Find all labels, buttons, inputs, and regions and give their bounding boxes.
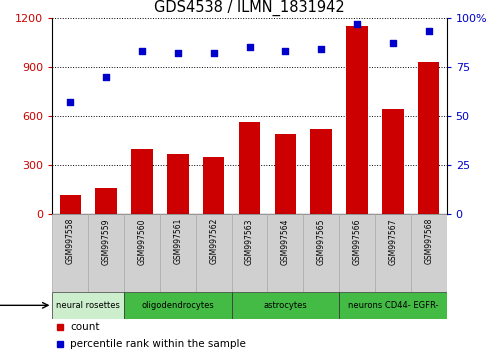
Bar [232,292,339,319]
Bar [124,292,232,319]
Text: neurons CD44- EGFR-: neurons CD44- EGFR- [348,301,438,310]
Point [102,74,110,79]
Point [353,21,361,27]
Title: GDS4538 / ILMN_1831942: GDS4538 / ILMN_1831942 [154,0,345,16]
Bar [339,292,447,319]
Bar [52,214,88,292]
Text: GSM997565: GSM997565 [317,218,326,264]
Bar [160,214,196,292]
Text: GSM997564: GSM997564 [281,218,290,264]
Bar [274,134,296,214]
Bar [346,26,368,214]
Bar [59,195,81,214]
Bar [375,214,411,292]
Text: percentile rank within the sample: percentile rank within the sample [70,339,246,349]
Bar [131,149,153,214]
Text: count: count [70,321,100,332]
Bar [52,292,124,319]
Bar [167,154,189,214]
Bar [239,122,260,214]
Bar [339,214,375,292]
Text: GSM997567: GSM997567 [388,218,397,264]
Bar [232,214,267,292]
Text: GSM997562: GSM997562 [209,218,218,264]
Bar [382,109,404,214]
Text: GSM997566: GSM997566 [352,218,361,264]
Text: GSM997563: GSM997563 [245,218,254,264]
Point [281,48,289,54]
Text: astrocytes: astrocytes [263,301,307,310]
Bar [303,214,339,292]
Point [425,29,433,34]
Point [66,99,74,105]
Bar [196,214,232,292]
Text: neural rosettes: neural rosettes [56,301,120,310]
Bar [124,214,160,292]
Text: GSM997559: GSM997559 [102,218,111,264]
Bar [95,188,117,214]
Point [138,48,146,54]
Text: GSM997560: GSM997560 [138,218,147,264]
Point [174,50,182,56]
Point [210,50,218,56]
Bar [411,214,447,292]
Point [317,46,325,52]
Point [246,44,253,50]
Text: GSM997558: GSM997558 [66,218,75,264]
Bar [267,214,303,292]
Bar [310,129,332,214]
Point [389,40,397,46]
Text: GSM997561: GSM997561 [173,218,182,264]
Bar [203,157,225,214]
Bar [418,62,440,214]
Bar [88,214,124,292]
Text: GSM997568: GSM997568 [424,218,433,264]
Text: oligodendrocytes: oligodendrocytes [141,301,214,310]
